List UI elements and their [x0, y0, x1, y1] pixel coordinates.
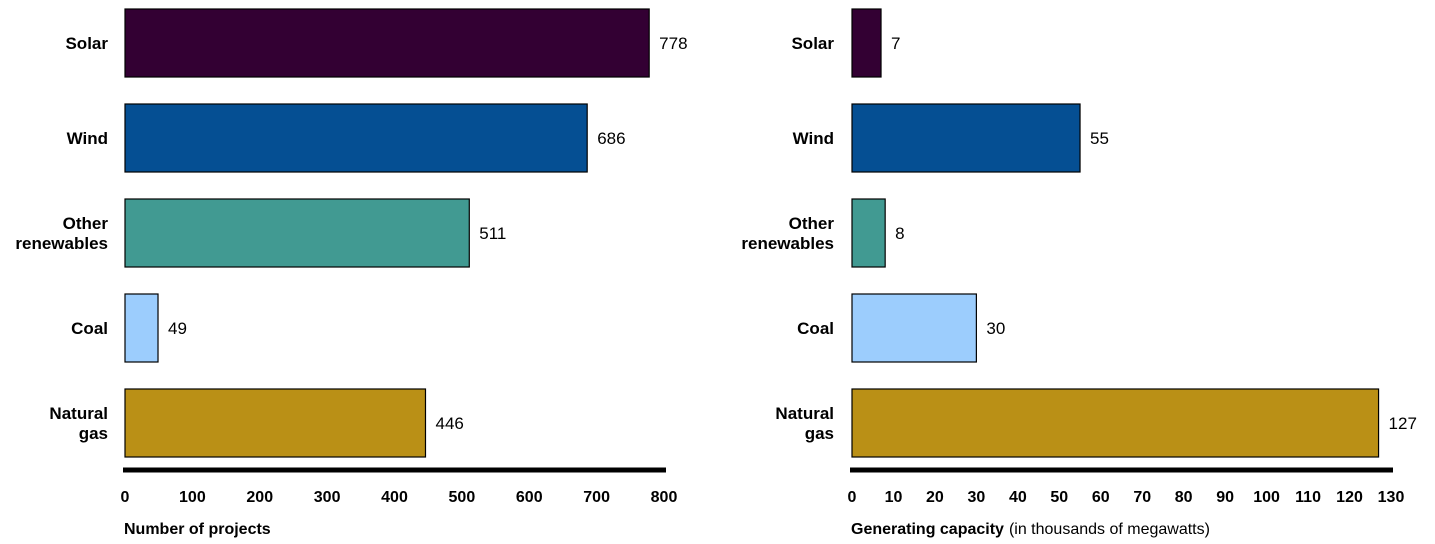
- x-axis-title-unit: (in thousands of megawatts): [1009, 521, 1210, 538]
- category-label-projects-0: Solar: [65, 34, 108, 53]
- x-tick-label-capacity-10: 100: [1253, 489, 1280, 506]
- x-tick-label-capacity-8: 80: [1175, 489, 1193, 506]
- category-label-capacity-0: Solar: [791, 34, 834, 53]
- chart-panel-projects: 778 Solar 686 Wind 511 Other renewables 49 Coal 4…: [15, 8, 688, 538]
- bar-capacity-1: [851, 103, 1081, 173]
- x-tick-label-projects-3: 300: [314, 489, 341, 506]
- x-tick-label-projects-8: 800: [651, 489, 678, 506]
- bar-projects-3: [124, 293, 159, 363]
- bar-capacity-0: [851, 8, 882, 78]
- category-label-capacity-1: Wind: [793, 129, 834, 148]
- bar-projects-1: [124, 103, 588, 173]
- category-label-line: Natural: [775, 404, 834, 423]
- x-tick-label-projects-5: 500: [449, 489, 476, 506]
- bar-capacity-2: [851, 198, 886, 268]
- category-label-projects-3: Coal: [71, 319, 108, 338]
- category-label-line: Solar: [791, 34, 834, 53]
- x-tick-label-projects-0: 0: [121, 489, 130, 506]
- category-label-projects-2: Other renewables: [15, 214, 108, 253]
- x-tick-label-projects-1: 100: [179, 489, 206, 506]
- x-tick-label-capacity-6: 60: [1092, 489, 1110, 506]
- category-label-projects-4: Natural gas: [49, 404, 108, 443]
- value-label-projects-0: 778: [659, 34, 687, 53]
- category-label-line: renewables: [15, 234, 108, 253]
- category-label-line: Other: [63, 214, 109, 233]
- category-label-capacity-3: Coal: [797, 319, 834, 338]
- category-label-line: Natural: [49, 404, 108, 423]
- bar-projects-4: [124, 388, 427, 458]
- category-label-capacity-4: Natural gas: [775, 404, 834, 443]
- x-axis-title-main: Generating capacity: [851, 521, 1004, 538]
- x-tick-label-capacity-1: 10: [885, 489, 903, 506]
- chart-panel-capacity: 7 Solar 55 Wind 8 Other renewables 30 Coal 127 Nat…: [741, 8, 1417, 538]
- x-axis-title-capacity: Generating capacity (in thousands of mega…: [851, 521, 1210, 538]
- x-axis-title-main: Number of projects: [124, 521, 271, 538]
- category-label-line: Wind: [793, 129, 834, 148]
- value-label-capacity-1: 55: [1090, 129, 1109, 148]
- x-tick-label-capacity-13: 130: [1378, 489, 1405, 506]
- x-tick-label-capacity-11: 110: [1295, 489, 1321, 506]
- category-label-line: Solar: [65, 34, 108, 53]
- x-tick-label-capacity-7: 70: [1133, 489, 1151, 506]
- x-tick-label-capacity-4: 40: [1009, 489, 1027, 506]
- value-label-projects-4: 446: [435, 414, 463, 433]
- value-label-capacity-0: 7: [891, 34, 900, 53]
- value-label-projects-3: 49: [168, 319, 187, 338]
- category-label-projects-1: Wind: [67, 129, 108, 148]
- bar-capacity-4: [851, 388, 1380, 458]
- x-tick-label-projects-2: 200: [246, 489, 273, 506]
- x-tick-label-capacity-12: 120: [1336, 489, 1363, 506]
- category-label-line: Coal: [797, 319, 834, 338]
- x-tick-label-projects-4: 400: [381, 489, 408, 506]
- value-label-projects-2: 511: [479, 224, 506, 243]
- category-label-line: gas: [79, 424, 108, 443]
- category-label-line: Wind: [67, 129, 108, 148]
- value-label-capacity-3: 30: [986, 319, 1005, 338]
- value-label-capacity-2: 8: [895, 224, 904, 243]
- x-axis-title-projects: Number of projects: [124, 521, 271, 538]
- value-label-projects-1: 686: [597, 129, 625, 148]
- x-tick-label-capacity-2: 20: [926, 489, 944, 506]
- x-tick-label-projects-7: 700: [583, 489, 610, 506]
- bar-capacity-3: [851, 293, 977, 363]
- x-tick-label-projects-6: 600: [516, 489, 543, 506]
- value-label-capacity-4: 127: [1389, 414, 1417, 433]
- x-tick-label-capacity-3: 30: [967, 489, 985, 506]
- category-label-line: Other: [789, 214, 835, 233]
- bar-projects-0: [124, 8, 650, 78]
- category-label-capacity-2: Other renewables: [741, 214, 834, 253]
- x-tick-label-capacity-0: 0: [848, 489, 857, 506]
- x-tick-label-capacity-9: 90: [1216, 489, 1234, 506]
- category-label-line: renewables: [741, 234, 834, 253]
- bar-projects-2: [124, 198, 470, 268]
- category-label-line: Coal: [71, 319, 108, 338]
- x-tick-label-capacity-5: 50: [1050, 489, 1068, 506]
- category-label-line: gas: [805, 424, 834, 443]
